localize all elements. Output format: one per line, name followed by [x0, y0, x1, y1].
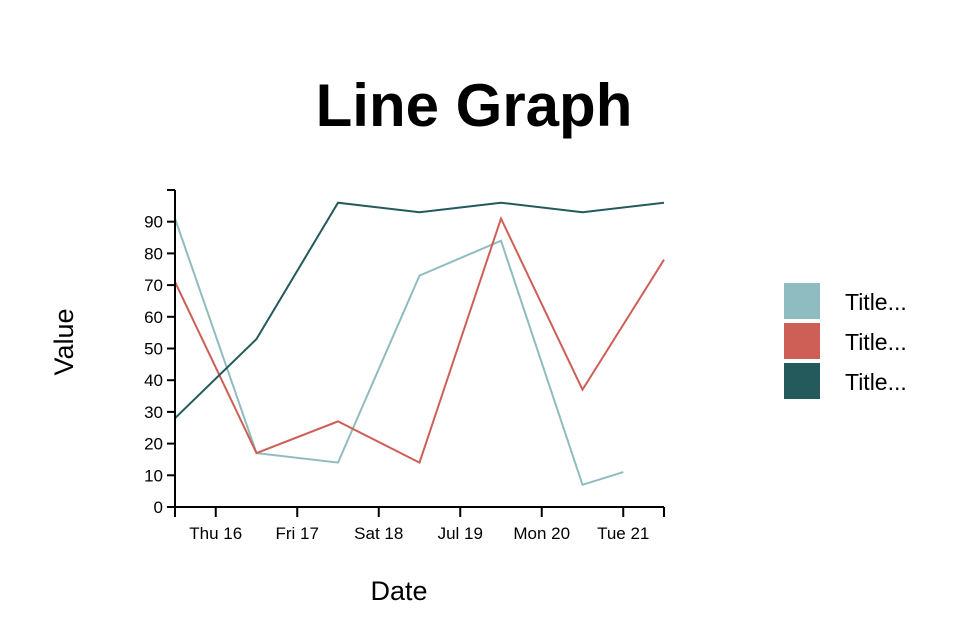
- y-tick-label: 30: [144, 403, 163, 422]
- y-tick-label: 40: [144, 371, 163, 390]
- series-line-2: [175, 219, 664, 463]
- x-tick-label: Sat 18: [354, 524, 403, 543]
- series-line-3: [175, 203, 664, 419]
- y-tick-label: 0: [154, 498, 163, 517]
- y-tick-label: 20: [144, 435, 163, 454]
- x-tick-label: Thu 16: [189, 524, 242, 543]
- y-tick-label: 80: [144, 244, 163, 263]
- x-tick-label: Jul 19: [438, 524, 483, 543]
- y-tick-label: 70: [144, 276, 163, 295]
- y-tick-label: 60: [144, 308, 163, 327]
- legend-label-3: Title...: [845, 369, 907, 395]
- x-tick-label: Fri 17: [276, 524, 319, 543]
- legend-swatch-3: [784, 363, 820, 399]
- series-layer: [175, 203, 664, 485]
- legend-label-1: Title...: [845, 289, 907, 315]
- y-axis-title: Value: [49, 308, 79, 375]
- legend-swatch-1: [784, 283, 820, 319]
- x-tick-label: Tue 21: [597, 524, 649, 543]
- y-tick-label: 50: [144, 340, 163, 359]
- x-tick-label: Mon 20: [513, 524, 570, 543]
- x-axis-title: Date: [370, 576, 427, 606]
- legend: Title... Title... Title...: [784, 283, 907, 399]
- x-ticks: Thu 16 Fri 17 Sat 18 Jul 19 Mon 20 Tue 21: [175, 507, 664, 543]
- y-tick-label: 90: [144, 213, 163, 232]
- legend-label-2: Title...: [845, 329, 907, 355]
- y-tick-label: 10: [144, 466, 163, 485]
- y-ticks: 0 10 20 30 40 50 60 70 80 90: [144, 190, 175, 517]
- legend-swatch-2: [784, 323, 820, 359]
